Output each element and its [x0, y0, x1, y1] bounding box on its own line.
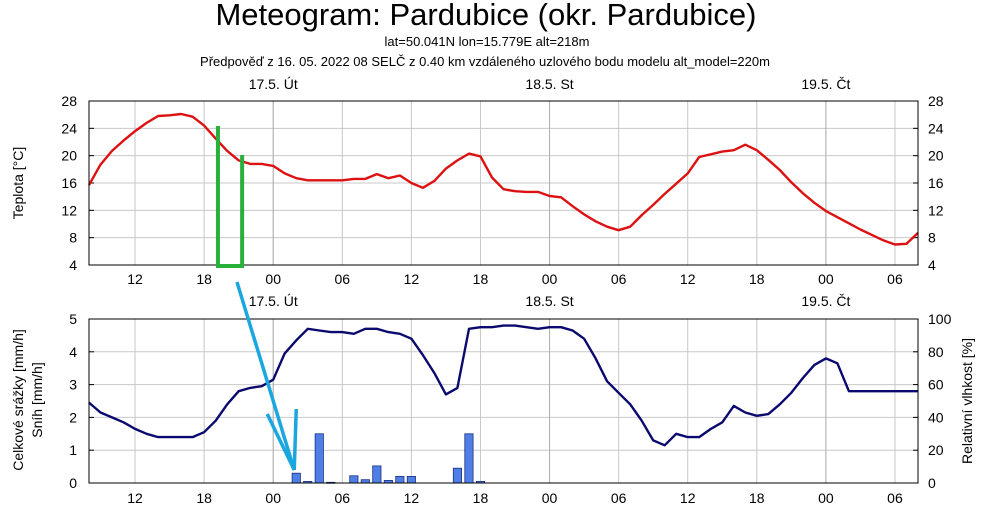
precip-ytick: 4: [69, 344, 77, 360]
precip-ytick: 0: [69, 475, 77, 491]
temperature-xtick: 12: [404, 271, 420, 287]
temperature-day-label: 17.5. Út: [249, 76, 298, 92]
green-annotation-box: [215, 126, 245, 268]
precip-bar: [395, 475, 405, 484]
temperature-day-label: 19.5. Čt: [801, 76, 850, 92]
forecast-line: Předpověď z 16. 05. 2022 08 SELČ z 0.40 …: [200, 54, 770, 69]
temperature-xtick: 00: [542, 271, 558, 287]
humidity-line: [88, 324, 918, 447]
temperature-line: [87, 112, 919, 246]
temperature-xtick: 18: [749, 271, 765, 287]
precip-ytick: 3: [69, 377, 77, 393]
blue-arrow-line: [235, 281, 296, 471]
temperature-xtick: 00: [818, 271, 834, 287]
humidity-axis-label: Relativní vlhkost [%]: [959, 338, 975, 464]
chart-title: Meteogram: Pardubice (okr. Pardubice): [215, 0, 756, 32]
temperature-ytick-right: 4: [928, 257, 936, 273]
precip-bar: [372, 465, 382, 484]
temperature-xtick: 06: [335, 271, 351, 287]
temperature-ytick-left: 28: [61, 93, 77, 109]
temperature-xtick: 12: [127, 271, 143, 287]
precip-xtick: 18: [749, 490, 765, 506]
temperature-ytick-right: 16: [928, 175, 944, 191]
precip-xtick: 12: [680, 490, 696, 506]
temperature-ytick-left: 12: [61, 202, 77, 218]
temperature-ytick-right: 28: [928, 93, 944, 109]
temperature-xtick: 18: [196, 271, 212, 287]
temperature-ytick-left: 20: [61, 148, 77, 164]
precip-plot-frame: [88, 318, 919, 484]
precip-bar: [406, 475, 416, 484]
annotations: [215, 126, 298, 471]
snow-axis-label: Sníh [mm/h]: [29, 362, 45, 437]
blue-arrowhead-right: [292, 408, 298, 471]
temperature-panel: 4 8 12 16 20 24 28 4 8 12 16 20 24 28 12 18 00 06 12 18 00…: [10, 76, 944, 287]
temperature-plot-frame: [88, 100, 919, 266]
precip-day-label: 18.5. St: [525, 293, 573, 309]
precip-xtick: 00: [818, 490, 834, 506]
humidity-ytick: 20: [928, 442, 944, 458]
precip-ytick: 2: [69, 409, 77, 425]
humidity-ytick: 100: [928, 311, 952, 327]
humidity-ytick: 40: [928, 409, 944, 425]
precip-xtick: 12: [127, 490, 143, 506]
humidity-ytick: 60: [928, 377, 944, 393]
precip-xtick: 06: [335, 490, 351, 506]
temperature-xtick: 06: [611, 271, 627, 287]
temperature-ytick-left: 8: [69, 230, 77, 246]
temperature-axis-label: Teplota [°C]: [10, 147, 26, 220]
precip-xtick: 18: [196, 490, 212, 506]
precip-bar: [349, 475, 359, 484]
temperature-ytick-left: 16: [61, 175, 77, 191]
temperature-xtick: 06: [887, 271, 903, 287]
precip-ytick: 1: [69, 442, 77, 458]
precip-xtick: 06: [611, 490, 627, 506]
precip-xtick: 00: [265, 490, 281, 506]
temperature-day-label: 18.5. St: [525, 76, 573, 92]
precip-xtick: 18: [473, 490, 489, 506]
precip-xtick: 12: [404, 490, 420, 506]
precip-day-label: 17.5. Út: [249, 293, 298, 309]
temperature-ytick-right: 24: [928, 120, 944, 136]
precip-bar: [452, 467, 462, 484]
temperature-xtick: 18: [473, 271, 489, 287]
temperature-ytick-right: 12: [928, 202, 944, 218]
precip-xtick: 00: [542, 490, 558, 506]
temperature-xtick: 12: [680, 271, 696, 287]
precip-ytick: 5: [69, 311, 77, 327]
coordinates-line: lat=50.041N lon=15.779E alt=218m: [385, 34, 590, 49]
temperature-ytick-right: 20: [928, 148, 944, 164]
temperature-ytick-right: 8: [928, 230, 936, 246]
precip-bar: [291, 472, 301, 484]
temperature-ytick-left: 24: [61, 120, 77, 136]
temperature-ytick-left: 4: [69, 257, 77, 273]
precip-day-label: 19.5. Čt: [801, 293, 850, 309]
temperature-xtick: 00: [265, 271, 281, 287]
blue-arrowhead-left: [265, 413, 296, 471]
precip-axis-label: Celkové srážky [mm/h]: [10, 329, 26, 471]
precip-bar: [464, 433, 474, 484]
precip-xtick: 06: [887, 490, 903, 506]
humidity-ytick: 80: [928, 344, 944, 360]
humidity-ytick: 0: [928, 475, 936, 491]
precip-bar: [314, 433, 324, 484]
